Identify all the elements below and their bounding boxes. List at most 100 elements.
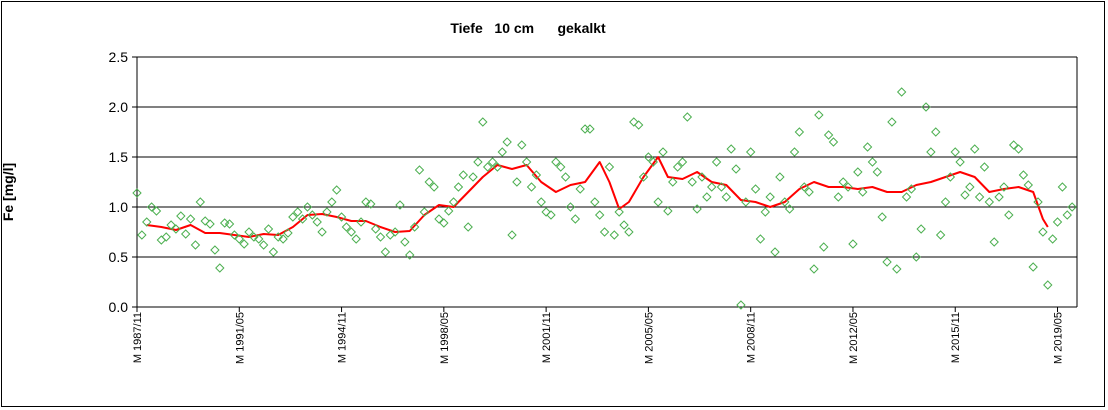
data-point-marker [234, 234, 244, 244]
data-point-marker [970, 144, 980, 154]
data-point-marker [322, 207, 332, 217]
data-point-marker [434, 214, 444, 224]
data-markers [132, 87, 1077, 310]
data-point-marker [278, 234, 288, 244]
data-point-marker [721, 192, 732, 202]
data-point-marker [780, 197, 790, 207]
x-tick-label: M 1991/05 [234, 312, 246, 364]
data-point-marker [892, 264, 902, 274]
data-point-marker [911, 252, 921, 262]
data-point-marker [585, 124, 595, 134]
data-point-marker [215, 263, 225, 273]
moving-average-line [146, 156, 1049, 238]
data-point-marker [536, 197, 546, 207]
data-point-marker [180, 229, 191, 239]
data-point-marker [653, 197, 663, 207]
data-point-marker [395, 200, 405, 210]
data-point-marker [599, 227, 610, 237]
data-point-marker [336, 212, 347, 222]
data-point-marker [327, 197, 337, 207]
data-point-marker [707, 182, 717, 192]
data-point-marker [794, 127, 805, 137]
data-point-marker [677, 157, 688, 167]
data-point-marker [965, 182, 975, 192]
data-point-marker [1057, 182, 1068, 192]
data-point-marker [185, 214, 196, 224]
data-point-marker [132, 188, 142, 198]
data-point-marker [682, 112, 693, 122]
data-point-marker [853, 167, 863, 177]
x-tick-label: M 1998/05 [439, 312, 451, 364]
data-point-marker [955, 157, 965, 167]
data-point-marker [833, 192, 844, 202]
data-point-marker [901, 192, 912, 202]
data-point-marker [770, 247, 780, 257]
data-point-marker [643, 152, 654, 162]
data-point-marker [750, 184, 761, 194]
data-point-marker [648, 157, 658, 167]
data-point-marker [142, 217, 152, 227]
data-point-marker [916, 224, 926, 234]
data-point-marker [560, 172, 571, 182]
data-point-marker [478, 117, 488, 127]
data-point-marker [161, 232, 171, 242]
data-point-marker [263, 224, 274, 234]
data-point-marker [697, 172, 707, 182]
y-tick-labels: 0.0 0.5 1.0 1.5 2.0 2.5 [109, 49, 129, 315]
data-point-marker [551, 157, 561, 167]
data-point-marker [414, 165, 425, 175]
data-point-marker [341, 222, 352, 232]
data-point-marker [872, 167, 883, 177]
data-point-marker [726, 144, 736, 154]
data-point-marker [979, 162, 990, 172]
y-tick-label: 2.5 [109, 49, 129, 65]
data-point-marker [497, 147, 507, 157]
data-point-marker [312, 217, 322, 227]
x-tick-label: M 1987/11 [132, 312, 144, 363]
x-tick-label: M 2015/11 [950, 312, 962, 363]
data-point-marker [1038, 227, 1048, 237]
data-point-marker [546, 210, 556, 220]
data-point-marker [419, 207, 430, 217]
data-point-marker [146, 202, 157, 212]
data-point-marker [848, 239, 858, 249]
data-point-marker [629, 117, 639, 127]
plot-area [137, 57, 1077, 307]
data-point-marker [828, 137, 839, 147]
x-tick-label: M 2008/11 [746, 312, 758, 363]
data-point-marker [862, 142, 873, 152]
data-point-marker [799, 182, 809, 192]
data-point-marker [594, 210, 605, 220]
data-point-marker [1062, 210, 1072, 220]
data-point-marker [999, 182, 1009, 192]
data-point-marker [375, 232, 386, 242]
data-point-marker [1033, 197, 1043, 207]
data-point-marker [702, 192, 712, 202]
data-point-marker [487, 157, 498, 167]
data-point-marker [1023, 180, 1034, 190]
data-point-marker [137, 230, 147, 240]
data-point-marker [887, 117, 897, 127]
data-point-marker [390, 227, 400, 237]
data-point-marker [380, 247, 391, 257]
data-point-marker [229, 230, 240, 240]
data-point-marker [307, 210, 318, 220]
data-point-marker [166, 220, 176, 230]
data-point-marker [293, 207, 303, 217]
data-point-marker [200, 216, 210, 226]
data-point-marker [1043, 280, 1053, 290]
data-point-marker [268, 247, 279, 257]
data-point-marker [736, 300, 746, 310]
data-point-marker [346, 227, 357, 237]
data-point-marker [239, 239, 249, 249]
data-point-marker [1018, 170, 1029, 180]
data-point-marker [254, 234, 264, 244]
data-point-marker [687, 177, 697, 187]
data-point-marker [512, 177, 522, 187]
x-tick-label: M 1994/11 [337, 312, 349, 363]
x-tick-labels: M 1987/11 M 1991/05 M 1994/11 M 1998/05 M 20… [132, 312, 1065, 364]
data-point-marker [590, 197, 600, 207]
data-point-marker [1052, 217, 1063, 227]
data-point-marker [151, 206, 162, 216]
data-point-marker [950, 147, 960, 157]
